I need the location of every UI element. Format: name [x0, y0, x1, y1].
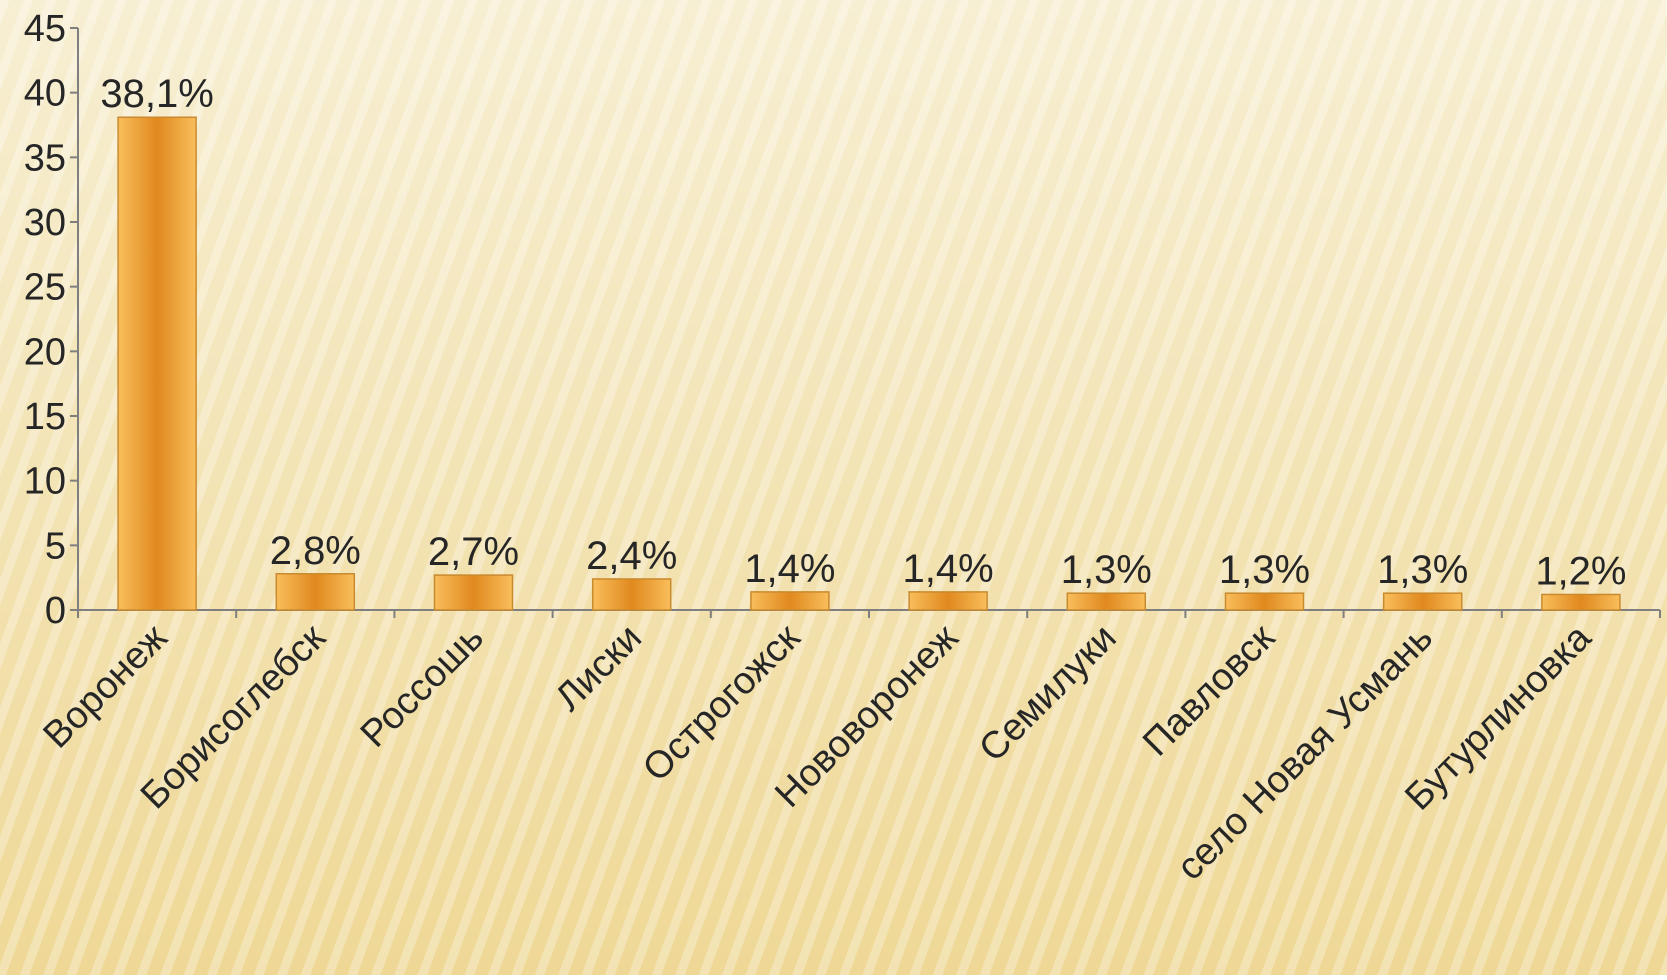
y-tick-label: 25: [24, 267, 66, 309]
bar: [275, 573, 356, 611]
data-label: 1,2%: [1535, 549, 1626, 593]
data-label: 1,4%: [744, 547, 835, 591]
bars: [117, 116, 1621, 611]
y-axis: 0 5 10 15 20 25 30 35 40 45: [24, 8, 79, 632]
data-label: 2,8%: [270, 529, 361, 573]
y-tick-label: 10: [24, 461, 66, 503]
data-label: 38,1%: [100, 72, 213, 116]
y-tick-label: 45: [24, 8, 66, 50]
y-tick-label: 30: [24, 202, 66, 244]
bar: [908, 591, 988, 611]
bar: [591, 578, 672, 611]
bar: [1541, 593, 1621, 611]
data-label: 2,7%: [428, 530, 519, 574]
bar: [1382, 592, 1463, 611]
data-label: 2,4%: [586, 534, 677, 578]
data-label: 1,3%: [1219, 548, 1310, 592]
data-label: 1,4%: [903, 547, 994, 591]
bar: [433, 574, 514, 611]
data-label: 1,3%: [1061, 548, 1152, 592]
bar: [1224, 592, 1305, 611]
data-labels: 38,1% 2,8% 2,7% 2,4% 1,4% 1,4% 1,3% 1,3% 1,3% 1,2…: [100, 72, 1626, 593]
y-tick-label: 35: [24, 137, 66, 179]
bar: [1066, 592, 1147, 611]
y-tick-label: 5: [45, 525, 66, 567]
y-tick-label: 20: [24, 331, 66, 373]
y-tick-label: 40: [24, 73, 66, 115]
y-tick-label: 15: [24, 396, 66, 438]
data-label: 1,3%: [1377, 548, 1468, 592]
bar: [750, 591, 830, 611]
y-tick-label: 0: [45, 590, 66, 632]
bar: [117, 116, 197, 611]
